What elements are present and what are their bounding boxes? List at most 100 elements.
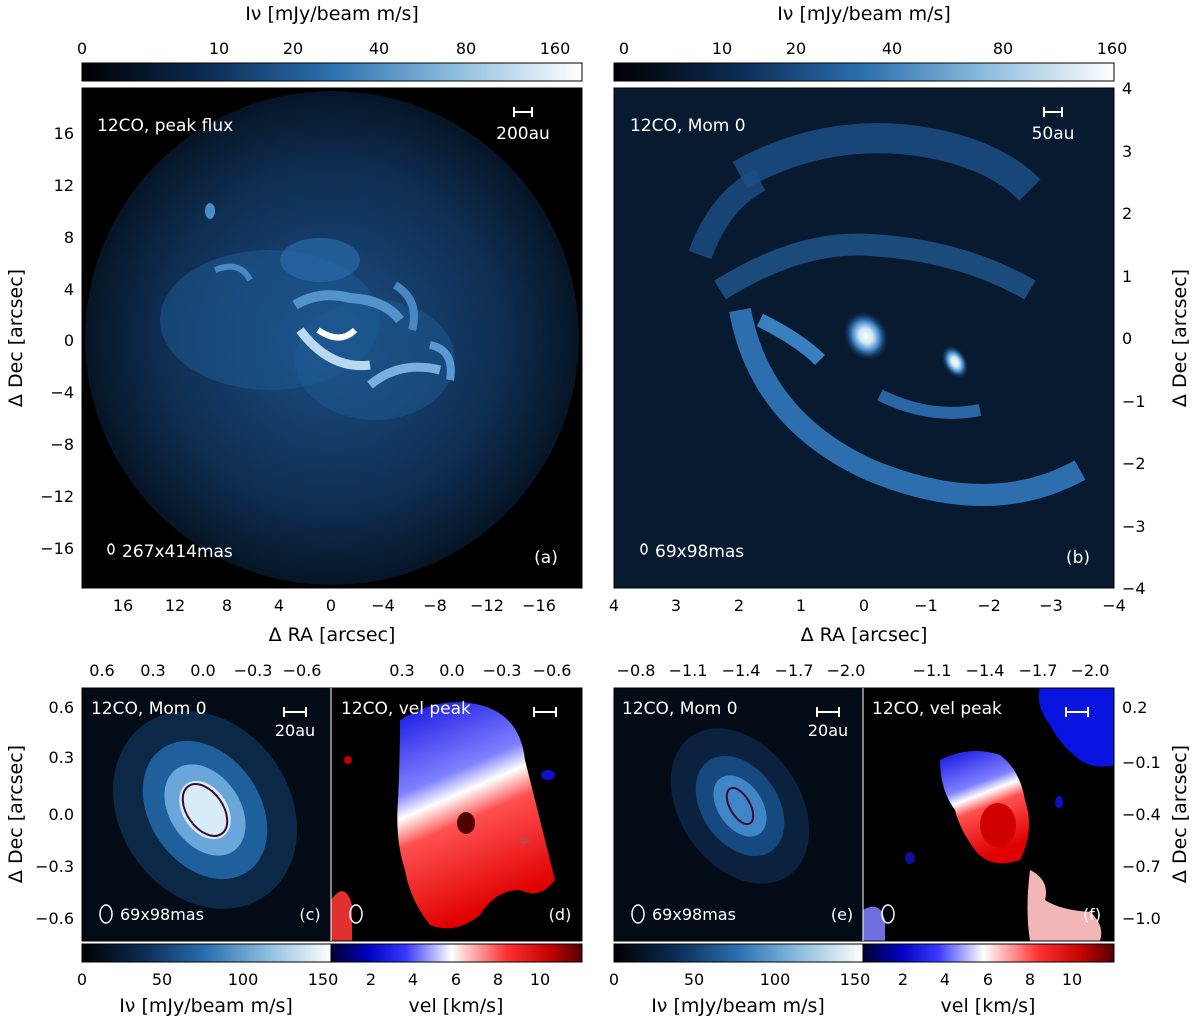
colorbar-label: Iν [mJy/beam m/s]: [777, 3, 951, 25]
beam-label: 267x414mas: [122, 542, 233, 562]
tick-label: 100: [760, 970, 791, 989]
x-tick-label: −1.7: [1019, 661, 1058, 680]
beam-ellipse: [349, 904, 363, 924]
y-tick-label: −16: [40, 539, 74, 558]
tick-label: 160: [540, 39, 571, 58]
scale-bar: 20au: [275, 707, 315, 740]
y-tick-label: −8: [50, 435, 74, 454]
x-tick-label: −4: [1102, 596, 1126, 615]
panel-tag: (b): [1066, 548, 1090, 568]
tick-label: 6: [451, 970, 461, 989]
y-tick-label: −1: [1122, 392, 1146, 411]
panel-c: 12CO, Mom 0 20au 69x98mas (c) 0.6 0.3 0.…: [5, 661, 332, 942]
colorbar-vel-label: vel [km/s]: [409, 995, 504, 1017]
x-tick-label: 8: [222, 596, 232, 615]
colorbar-top-a: Iν [mJy/beam m/s] 0 10 20 40 80 160: [77, 3, 583, 82]
tick-label: 10: [1062, 970, 1082, 989]
panel-tag: (e): [831, 905, 853, 924]
y-tick-label: −0.1: [1122, 753, 1161, 772]
tick-label: 80: [456, 39, 476, 58]
y-axis-right: 0.2 −0.1 −0.4 −0.7 −1.0 Δ Dec [arcsec]: [1122, 698, 1191, 928]
x-tick-label: 12: [165, 596, 185, 615]
colorbar-ticks: 0 10 20 40 80 160: [77, 39, 570, 58]
scale-bar-label: 20au: [275, 721, 315, 740]
y-axis: 16 12 8 4 0 −4 −8 −12 −16 Δ Dec [arcsec]: [5, 124, 74, 558]
y-tick-label: −3: [1122, 517, 1146, 536]
colorbar-label: Iν [mJy/beam m/s]: [245, 3, 419, 25]
colorbar-flux-gradient: [81, 943, 332, 963]
panel-tag: (a): [534, 548, 558, 568]
x-tick-label: −0.3: [483, 661, 522, 680]
emission-map: [688, 123, 1086, 506]
scale-bar: 20au: [808, 707, 848, 740]
y-axis-label: Δ Dec [arcsec]: [1169, 269, 1191, 407]
x-tick-label: −1: [914, 596, 938, 615]
colorbar-vel-gradient: [330, 943, 583, 963]
panel-a: 12CO, peak flux 200au 267x414mas (a) 16 …: [5, 87, 583, 646]
x-tick-label: 4: [274, 596, 284, 615]
x-tick-label: −1.7: [775, 661, 814, 680]
tick-label: 150: [840, 970, 871, 989]
colorbar-ticks: 0 50 100 150 2 4 6 8 10: [77, 970, 550, 989]
y-tick-label: 0.3: [49, 748, 74, 767]
x-tick-label: 16: [113, 596, 133, 615]
x-axis-label: Δ RA [arcsec]: [269, 624, 396, 646]
x-tick-label: 0.0: [439, 661, 464, 680]
x-axis-label: Δ RA [arcsec]: [801, 624, 928, 646]
beam-ellipse: [881, 904, 895, 924]
tick-label: 50: [152, 970, 172, 989]
tick-label: 50: [684, 970, 704, 989]
y-tick-label: 0.0: [49, 805, 74, 824]
beam-label: 69x98mas: [120, 905, 204, 924]
x-tick-label: −1.1: [669, 661, 708, 680]
panel-f: 12CO, vel peak (f) −1.1 −1.4 −1.7 −2.0 0…: [862, 661, 1191, 942]
panel-title: 12CO, Mom 0: [91, 699, 207, 719]
x-tick-label: 4: [609, 596, 619, 615]
x-tick-label: −1.4: [966, 661, 1005, 680]
colorbar-top-b: Iν [mJy/beam m/s] 0 10 20 40 80 160: [613, 3, 1127, 82]
tick-label: 10: [530, 970, 550, 989]
y-tick-label: −0.4: [1122, 805, 1161, 824]
contour: [181, 783, 229, 837]
panel-tag: (c): [299, 905, 320, 924]
colorbar-ticks: 0 50 100 150 2 4 6 8 10: [609, 970, 1082, 989]
beam-ellipse: [99, 904, 113, 924]
x-tick-label: 2: [734, 596, 744, 615]
tick-label: 0: [619, 39, 629, 58]
x-tick-label: −2.0: [1071, 661, 1110, 680]
y-tick-label: −0.3: [35, 857, 74, 876]
tick-label: 10: [209, 39, 229, 58]
scale-bar: [533, 707, 557, 717]
y-tick-label: 0.2: [1122, 698, 1147, 717]
x-tick-label: −16: [522, 596, 556, 615]
panel-title: 12CO, Mom 0: [622, 699, 738, 719]
x-tick-label: −0.8: [617, 661, 656, 680]
y-tick-label: 16: [54, 124, 74, 143]
y-tick-label: −1.0: [1122, 909, 1161, 928]
x-tick-label: −0.6: [283, 661, 322, 680]
x-tick-label: −0.6: [533, 661, 572, 680]
tick-label: 0: [77, 970, 87, 989]
y-tick-label: 0.6: [49, 698, 74, 717]
tick-label: 0: [77, 39, 87, 58]
x-axis-top: 0.6 0.3 0.0 −0.3 −0.6: [89, 661, 321, 680]
x-tick-label: −3: [1039, 596, 1063, 615]
colorbar-ticks: 0 10 20 40 80 160: [619, 39, 1127, 58]
x-tick-label: −2: [977, 596, 1001, 615]
y-tick-label: 3: [1122, 142, 1132, 161]
colorbar-gradient: [81, 62, 583, 82]
tick-label: 20: [283, 39, 303, 58]
scale-bar: 50au: [1032, 107, 1074, 144]
tick-label: 10: [712, 39, 732, 58]
y-axis-label: Δ Dec [arcsec]: [5, 269, 27, 407]
beam-ellipse: [631, 904, 645, 924]
tick-label: 150: [308, 970, 339, 989]
colorbar-vel-gradient: [862, 943, 1115, 963]
tick-label: 0: [609, 970, 619, 989]
colorbar-flux-label: Iν [mJy/beam m/s]: [651, 995, 825, 1017]
panel-e: 12CO, Mom 0 20au 69x98mas (e) −0.8 −1.1 …: [613, 661, 865, 942]
y-tick-label: −4: [50, 383, 74, 402]
tick-label: 6: [983, 970, 993, 989]
beam-label: 69x98mas: [655, 542, 744, 562]
